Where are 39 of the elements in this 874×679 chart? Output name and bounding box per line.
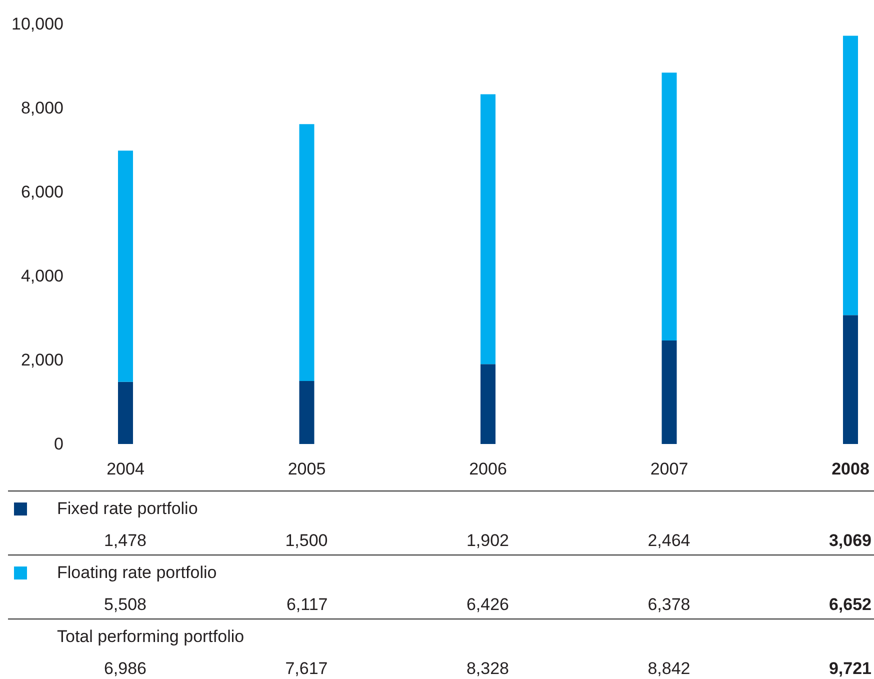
- bar: [842, 36, 858, 316]
- x-tick-label: 2005: [288, 460, 326, 478]
- y-tick-label: 6,000: [20, 182, 64, 202]
- text: 9,721: [828, 659, 872, 678]
- y-tick-label: 2,000: [20, 350, 64, 370]
- x-tick-label: 2008: [832, 460, 870, 478]
- legend-label: Floating rate portfolio: [57, 563, 217, 582]
- text: 8,842: [648, 659, 690, 678]
- y-tick-label: 0: [54, 434, 64, 454]
- bar: [299, 381, 314, 444]
- data-label: 1,902: [466, 531, 509, 550]
- bar: [480, 364, 496, 444]
- bar: [662, 340, 677, 444]
- bar: [118, 382, 134, 444]
- bar: [118, 150, 134, 382]
- legend-label: Fixed rate portfolio: [57, 499, 198, 518]
- y-tick-label: 8,000: [20, 98, 64, 118]
- x-tick-label: 2004: [106, 460, 144, 478]
- bar: [299, 124, 314, 381]
- text: 6,986: [104, 659, 147, 678]
- bar: [480, 94, 496, 364]
- data-label: 1,500: [285, 531, 328, 550]
- data-label: 6,378: [648, 595, 690, 614]
- text: 7,617: [285, 659, 328, 678]
- bar: [842, 315, 858, 444]
- x-tick-label: 2007: [650, 460, 688, 478]
- text: 8,328: [466, 659, 509, 678]
- data-label: 6,117: [286, 595, 328, 614]
- y-tick-label: 4,000: [20, 266, 64, 286]
- y-tick-label: 10,000: [12, 14, 64, 34]
- data-label: 6,426: [466, 595, 509, 614]
- data-label: 5,508: [104, 595, 147, 614]
- x-tick-label: 2006: [469, 460, 507, 478]
- data-label: 2,464: [648, 531, 690, 550]
- data-label: 1,478: [104, 531, 147, 550]
- data-label: 6,652: [828, 595, 872, 614]
- bar: [662, 72, 677, 341]
- data-label: 3,069: [828, 531, 872, 550]
- text: Total performing portfolio: [57, 627, 244, 646]
